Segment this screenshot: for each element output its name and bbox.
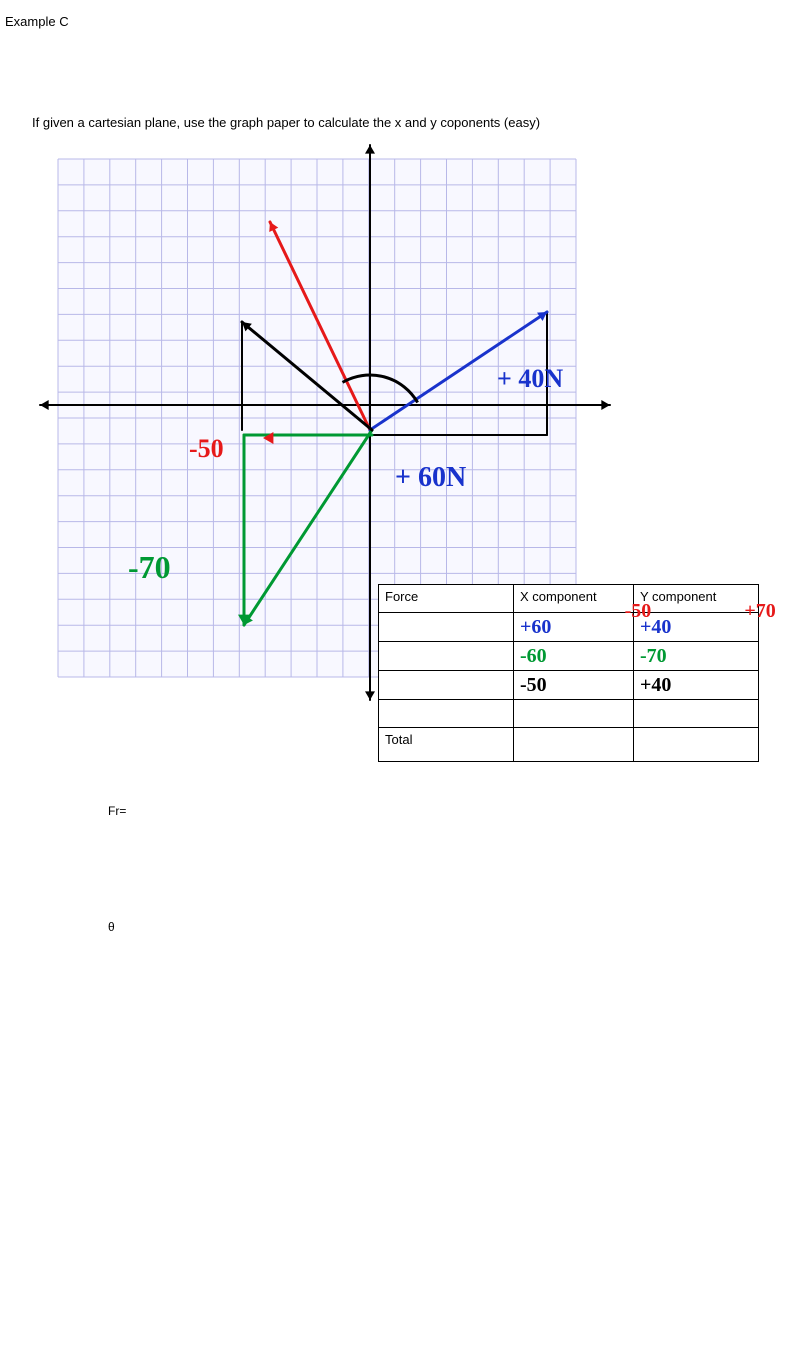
table-header: Force: [379, 585, 514, 613]
table-row: -50+40: [379, 671, 759, 700]
graph-annotation: + 60N: [395, 462, 466, 494]
components-table: ForceX component-50Y component+70+60+40-…: [378, 584, 759, 762]
graph-annotation: + 40N: [497, 364, 563, 394]
table-total-row: Total: [379, 728, 759, 762]
table-row: -60-70: [379, 642, 759, 671]
table-row: +60+40: [379, 613, 759, 642]
graph-annotation: -50: [189, 434, 224, 464]
formula-theta: θ: [108, 920, 115, 934]
graph-annotation: -70: [128, 549, 171, 586]
table-header: X component-50: [514, 585, 634, 613]
formula-fr: Fr=: [108, 804, 126, 818]
table-header: Y component+70: [634, 585, 759, 613]
table-row: [379, 700, 759, 728]
